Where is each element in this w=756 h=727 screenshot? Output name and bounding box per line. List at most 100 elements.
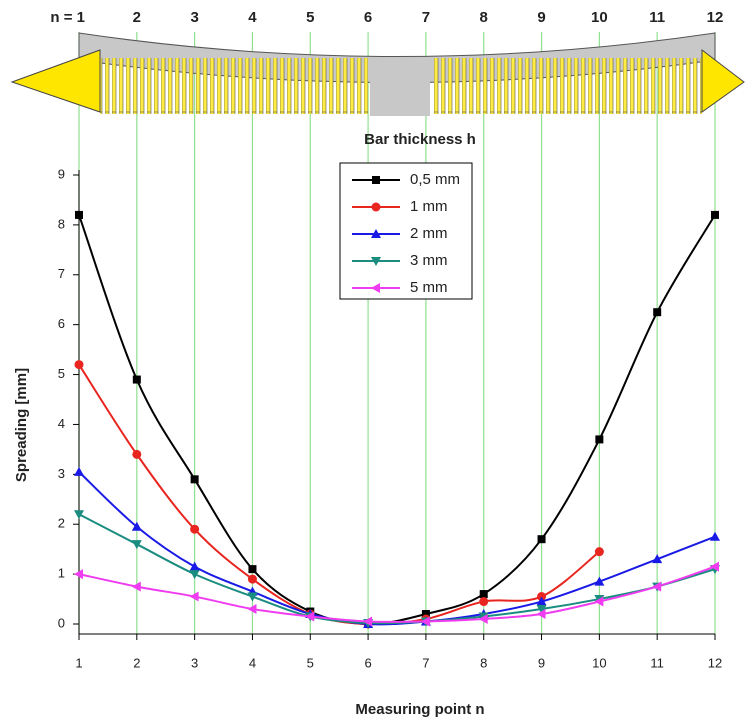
marker [190,524,200,534]
plot [73,170,720,640]
marker [74,510,84,520]
bar-center [370,62,430,116]
legend-label: 0,5 mm [410,171,460,188]
legend-label: 3 mm [410,252,448,269]
bar-diagram [10,32,745,116]
marker [372,176,380,184]
marker [371,202,381,212]
x-tick-label: 9 [538,655,545,670]
series-line [78,565,716,623]
marker [248,565,257,574]
y-axis-title: Spreading [mm] [13,368,30,482]
marker [305,611,315,622]
y-tick-label: 5 [58,366,65,381]
marker [190,475,199,484]
y-tick-label: 7 [58,266,65,281]
marker [247,574,257,584]
marker [371,229,381,238]
x-tick-label: 8 [480,655,487,670]
marker [710,531,720,541]
marker [420,616,430,627]
y-tick-label: 0 [58,615,65,630]
marker [132,375,141,384]
marker [652,581,662,592]
marker [711,210,719,219]
marker [594,547,604,557]
legend-title: Bar thickness h [364,131,476,148]
marker [74,569,83,580]
marker [189,591,199,602]
top-label: 10 [591,9,608,26]
marker [536,605,547,615]
marker [247,604,257,615]
y-tick-label: 6 [58,316,65,331]
marker [710,561,719,572]
top-label: 12 [707,9,724,26]
end-left [10,49,101,113]
top-label: 8 [480,9,488,26]
marker [371,257,381,266]
x-tick-label: 1 [75,655,82,670]
top-label: 11 [649,9,665,26]
y-tick-label: 4 [58,416,65,431]
x-tick-label: 12 [708,655,722,670]
top-label: 5 [306,9,314,26]
y-tick-label: 9 [58,166,65,181]
y-tick-label: 8 [58,216,65,231]
top-label: 9 [537,9,545,26]
x-tick-label: 2 [133,655,140,670]
y-tick-label: 1 [58,566,65,581]
marker [594,596,604,607]
y-tick-label: 3 [58,466,65,481]
top-label: 6 [364,9,372,26]
comb-right [432,58,702,114]
marker [75,210,83,219]
x-tick-label: 7 [422,655,429,670]
top-label: n = 1 [50,9,85,26]
marker [131,540,142,550]
top-label: 3 [190,9,198,26]
series-line [78,364,600,626]
end-right [701,48,745,113]
x-tick-label: 10 [592,655,606,670]
marker [594,576,605,586]
marker [131,521,142,531]
marker [74,466,84,476]
marker [652,554,663,564]
marker [537,535,546,544]
top-label: 7 [422,9,430,26]
x-tick-label: 5 [307,655,314,670]
series-line [78,513,716,625]
marker [371,283,380,293]
comb-left [100,58,368,114]
marker [421,610,430,619]
marker [131,581,141,592]
x-tick-label: 3 [191,655,198,670]
marker [189,561,200,571]
marker [653,308,662,317]
marker [363,616,373,627]
marker [189,570,200,580]
legend-label: 2 mm [410,225,448,242]
x-tick-label: 6 [364,655,371,670]
marker [74,360,84,370]
marker [479,590,488,599]
top-label: 4 [248,9,257,26]
top-label: 2 [133,9,141,26]
marker [595,435,604,444]
legend-label: 5 mm [410,279,448,296]
marker [132,449,142,459]
legend-label: 1 mm [410,198,448,215]
marker [247,592,258,602]
x-axis-title: Measuring point n [355,701,484,718]
x-tick-label: 11 [650,655,664,670]
marker [478,614,488,625]
grid [78,32,716,634]
marker [536,596,547,606]
series-line [78,471,716,626]
marker [536,609,546,620]
marker [479,597,489,607]
x-tick-label: 4 [249,655,256,670]
